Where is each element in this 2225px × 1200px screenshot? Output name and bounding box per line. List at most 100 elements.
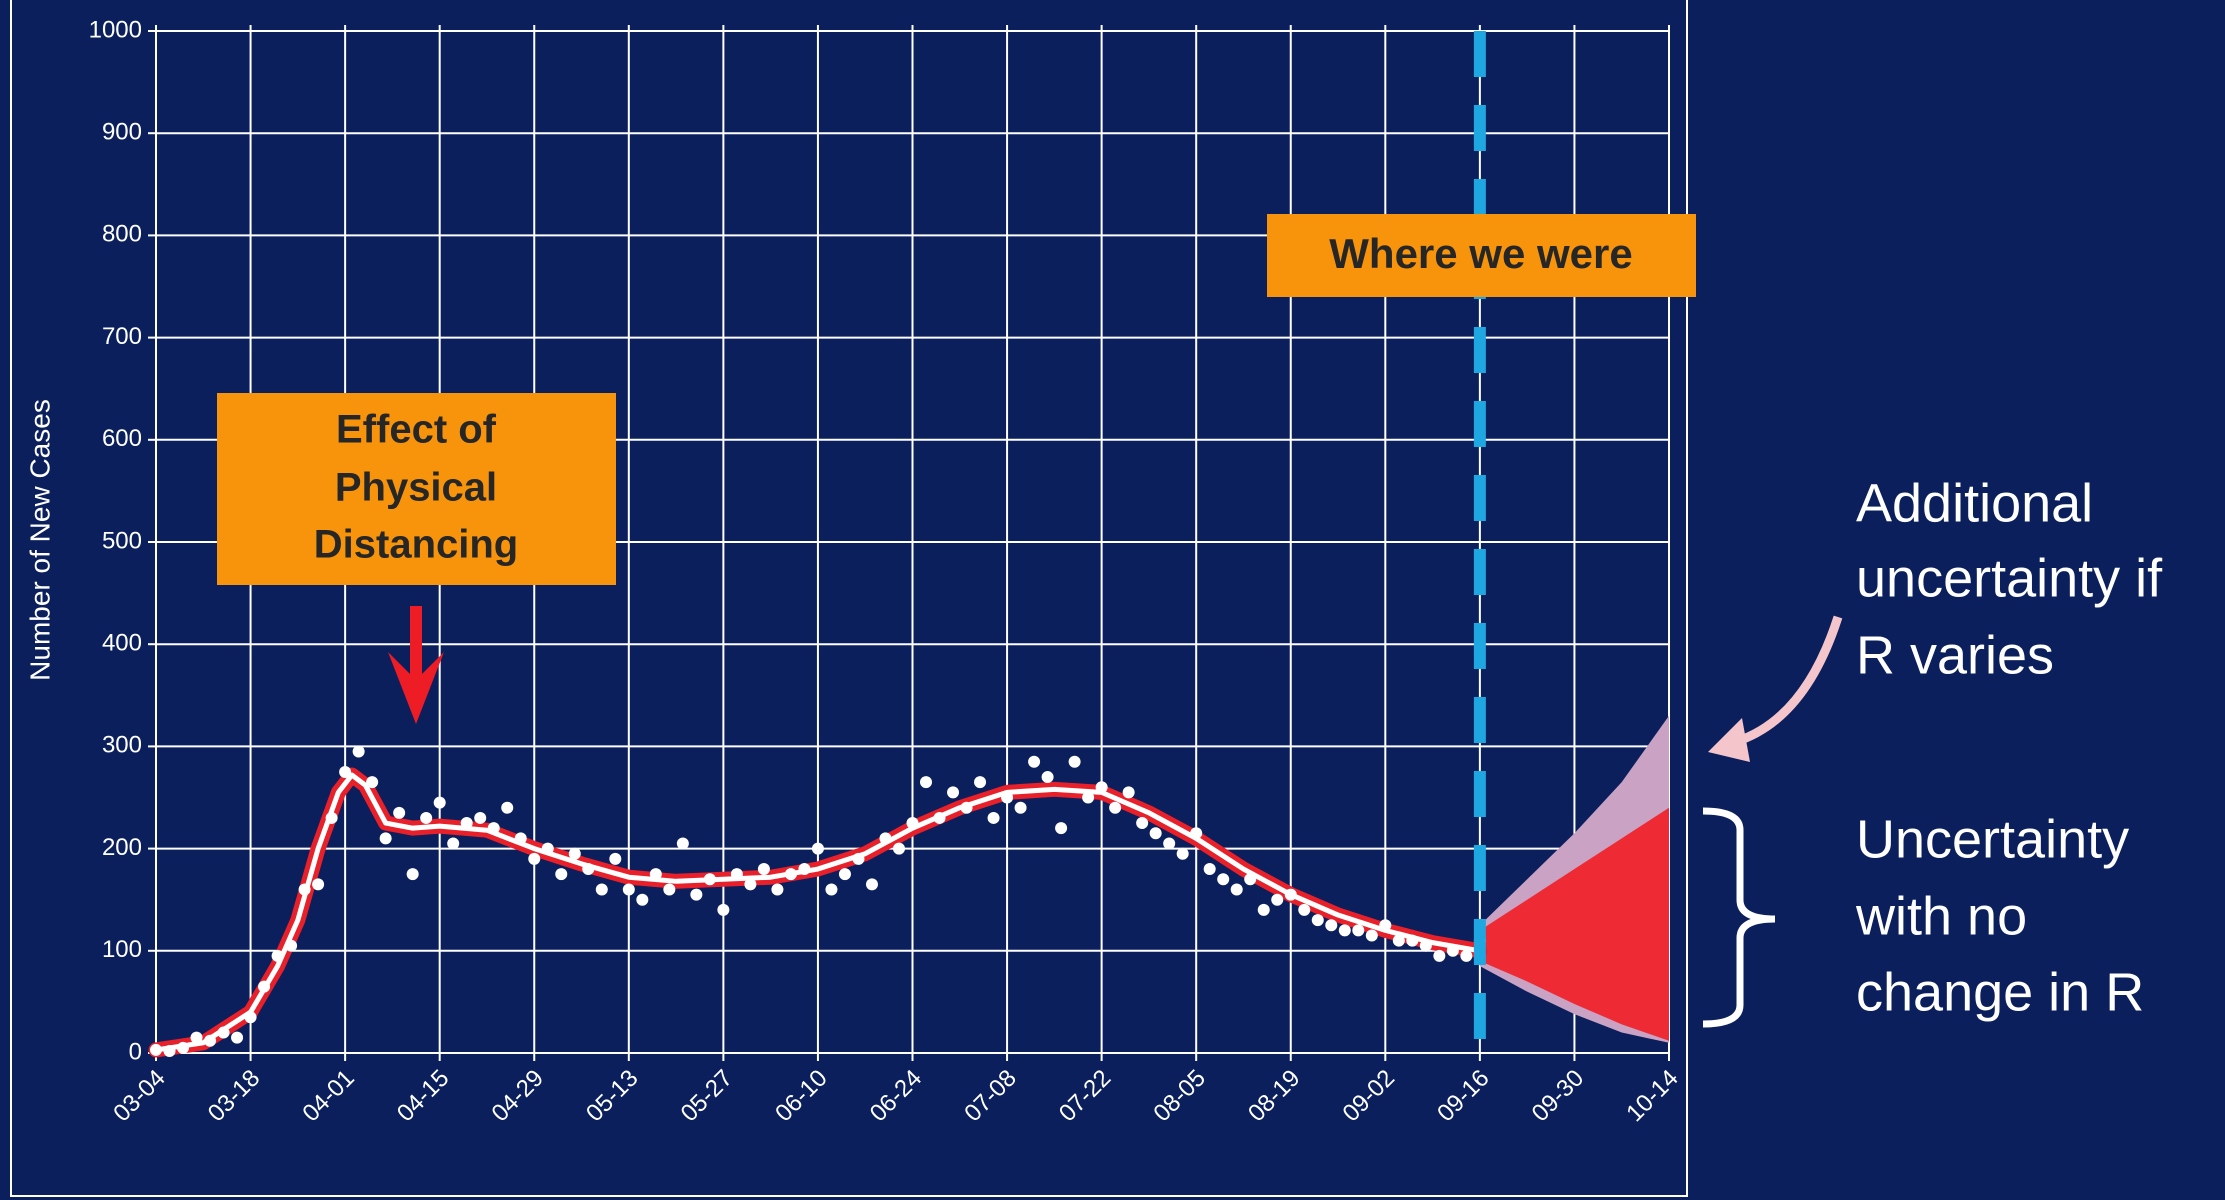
data-point (703, 873, 716, 886)
data-point (852, 852, 865, 865)
data-point (325, 811, 338, 824)
pointer-arrow-head (1708, 718, 1750, 762)
data-point (879, 832, 892, 845)
data-point (1365, 929, 1378, 942)
data-point (541, 842, 554, 855)
data-point (595, 883, 608, 896)
data-point (163, 1044, 176, 1057)
data-point (757, 863, 770, 876)
data-point (460, 817, 473, 830)
y-tick-label: 1000 (89, 16, 142, 43)
data-point (406, 868, 419, 881)
data-point (393, 806, 406, 819)
data-point (730, 868, 743, 881)
side-text: Uncertainty (1856, 809, 2129, 869)
side-text: Additional (1856, 473, 2093, 533)
data-point (433, 796, 446, 809)
data-point (1055, 822, 1068, 835)
data-point (1176, 847, 1189, 860)
data-point (1406, 934, 1419, 947)
data-point (892, 842, 905, 855)
data-point (1041, 771, 1054, 784)
uncertainty-band (1479, 807, 1669, 1041)
data-point (960, 801, 973, 814)
y-axis-title: Number of New Cases (24, 399, 55, 681)
data-point (825, 883, 838, 896)
data-point (974, 776, 987, 789)
data-point (1298, 903, 1311, 916)
data-point (514, 832, 527, 845)
data-point (217, 1026, 230, 1039)
data-point (568, 847, 581, 860)
data-point (649, 868, 662, 881)
data-point (933, 811, 946, 824)
y-tick-label: 900 (102, 119, 142, 146)
side-text: with no (1855, 886, 2027, 946)
annotation-box (1267, 214, 1696, 297)
annotation-text: Effect of (336, 408, 497, 452)
data-point (636, 893, 649, 906)
data-point (744, 878, 757, 891)
data-point (582, 863, 595, 876)
side-text: change in R (1856, 962, 2144, 1022)
data-point (231, 1031, 244, 1044)
data-point (1338, 924, 1351, 937)
side-text: uncertainty if (1856, 548, 2163, 608)
data-point (258, 980, 271, 993)
data-point (838, 868, 851, 881)
y-tick-label: 0 (129, 1038, 142, 1065)
y-tick-label: 300 (102, 732, 142, 759)
side-text: R varies (1856, 625, 2054, 685)
data-point (352, 745, 365, 758)
data-point (1284, 888, 1297, 901)
data-point (190, 1031, 203, 1044)
y-tick-label: 600 (102, 425, 142, 452)
data-point (204, 1034, 217, 1047)
data-point (271, 949, 284, 962)
data-point (1419, 939, 1432, 952)
data-point (1001, 791, 1014, 804)
data-point (1068, 755, 1081, 768)
data-point (285, 939, 298, 952)
data-point (1446, 944, 1459, 957)
data-point (1136, 817, 1149, 830)
bracket (1702, 807, 1776, 1028)
annotation-box (217, 393, 616, 585)
data-point (717, 903, 730, 916)
data-point (865, 878, 878, 891)
data-point (312, 878, 325, 891)
data-point (298, 883, 311, 896)
data-point (1149, 827, 1162, 840)
data-point (447, 837, 460, 850)
data-point (1163, 837, 1176, 850)
pointer-arrow (1733, 615, 1843, 747)
data-point (1311, 914, 1324, 927)
y-tick-label: 500 (102, 527, 142, 554)
data-point (920, 776, 933, 789)
data-point (1095, 781, 1108, 794)
data-point (1325, 919, 1338, 932)
data-point (1230, 883, 1243, 896)
data-point (555, 868, 568, 881)
y-tick-label: 800 (102, 221, 142, 248)
annotation-text: Where we were (1329, 230, 1632, 277)
data-point (771, 883, 784, 896)
data-point (1352, 924, 1365, 937)
data-point (1257, 903, 1270, 916)
data-point (811, 842, 824, 855)
data-point (150, 1043, 162, 1056)
y-tick-label: 200 (102, 834, 142, 861)
data-point (1203, 863, 1216, 876)
data-point (784, 868, 797, 881)
data-point (339, 765, 352, 778)
arrow-head (388, 652, 444, 724)
data-point (1217, 873, 1230, 886)
data-point (1014, 801, 1027, 814)
y-tick-label: 400 (102, 630, 142, 657)
data-point (501, 801, 514, 814)
data-point (609, 852, 622, 865)
data-point (487, 822, 500, 835)
